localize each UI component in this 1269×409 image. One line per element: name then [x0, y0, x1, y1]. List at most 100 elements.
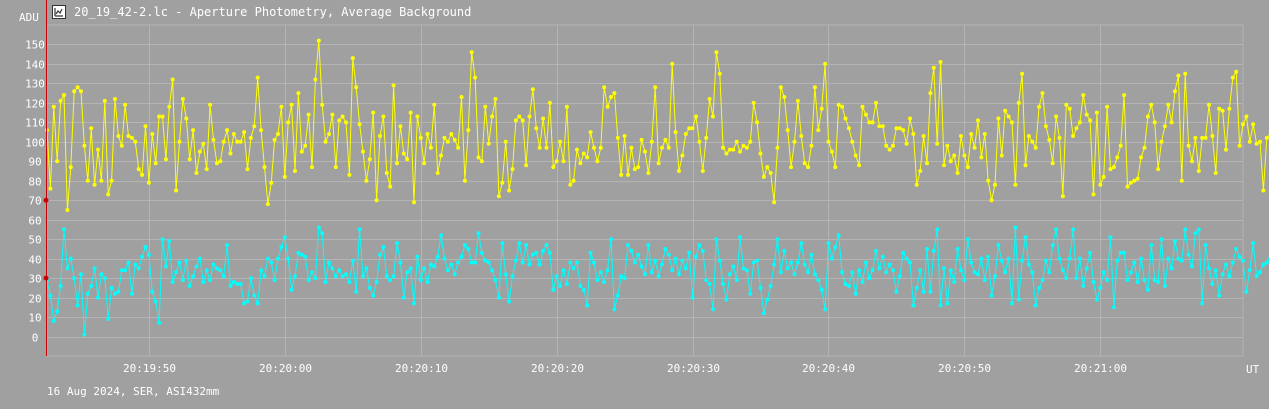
data-point	[1173, 239, 1177, 244]
data-point	[388, 278, 393, 283]
data-point	[214, 161, 219, 166]
data-point	[187, 283, 192, 288]
data-point	[459, 254, 464, 259]
axis-marker[interactable]	[43, 197, 49, 203]
data-point	[982, 278, 987, 283]
data-point	[398, 124, 403, 129]
y-axis	[43, 0, 49, 356]
data-point	[262, 165, 267, 170]
data-point	[493, 278, 498, 283]
data-point	[1149, 102, 1154, 107]
data-point	[568, 182, 573, 187]
data-point	[245, 299, 250, 304]
data-point	[1156, 280, 1161, 284]
data-point	[269, 180, 274, 185]
data-point	[225, 243, 230, 247]
data-point	[180, 278, 185, 283]
data-point	[959, 134, 963, 138]
x-tick-label: 20:20:00	[259, 362, 312, 375]
data-point	[945, 143, 950, 148]
data-point	[520, 260, 525, 265]
data-point	[761, 311, 766, 316]
data-point	[1088, 250, 1093, 255]
data-point	[412, 200, 416, 205]
data-point	[928, 91, 933, 96]
data-point	[1033, 303, 1038, 308]
data-point	[296, 91, 301, 96]
data-point	[167, 239, 172, 244]
data-point	[225, 128, 230, 133]
data-point	[96, 295, 100, 300]
data-point	[643, 149, 647, 154]
data-point	[517, 114, 522, 119]
data-point	[418, 135, 423, 140]
data-point	[874, 100, 878, 105]
data-point	[768, 171, 773, 175]
data-point	[99, 272, 104, 277]
data-point	[255, 75, 260, 80]
data-point	[660, 262, 664, 267]
data-point	[384, 274, 389, 279]
data-point	[286, 256, 291, 261]
data-point	[802, 262, 807, 267]
data-point	[748, 139, 753, 144]
data-point	[524, 163, 529, 168]
data-point	[316, 38, 321, 43]
data-point	[547, 250, 552, 255]
data-point	[734, 139, 739, 144]
data-point	[503, 272, 508, 277]
data-point	[829, 256, 834, 261]
data-point	[680, 258, 685, 263]
data-point	[133, 262, 138, 267]
data-point	[1003, 270, 1008, 275]
data-point	[367, 285, 372, 290]
data-point	[208, 102, 213, 107]
data-point	[816, 128, 821, 133]
observation-caption: 16 Aug 2024, SER, ASI432mm	[47, 385, 220, 398]
data-point	[1213, 171, 1218, 175]
data-point	[184, 258, 189, 263]
data-point	[381, 114, 386, 119]
data-point	[812, 272, 817, 277]
data-point	[578, 161, 583, 166]
data-point	[316, 225, 321, 230]
data-point	[887, 262, 892, 267]
data-point	[744, 268, 749, 273]
data-point	[1217, 293, 1222, 298]
data-point	[914, 182, 919, 187]
data-point	[442, 256, 447, 261]
y-tick-label: 140	[25, 59, 45, 72]
data-point	[1217, 106, 1222, 111]
data-point	[228, 283, 233, 288]
data-point	[744, 145, 749, 150]
data-point	[622, 276, 627, 281]
data-point	[1230, 75, 1235, 80]
data-point	[666, 145, 671, 150]
data-point	[609, 95, 613, 99]
x-axis-ticks: 20:19:50 20:20:00 20:20:10 20:20:20 20:20:30…	[123, 362, 1127, 375]
data-point	[877, 266, 882, 271]
data-point	[952, 153, 957, 158]
data-point	[408, 110, 413, 115]
axis-marker[interactable]	[43, 275, 49, 281]
data-point	[901, 128, 906, 133]
data-point	[857, 268, 862, 273]
data-point	[721, 145, 726, 150]
data-point	[1183, 227, 1188, 232]
data-point	[55, 309, 60, 314]
data-point	[1088, 118, 1093, 123]
data-point	[537, 262, 542, 267]
data-point	[388, 184, 393, 189]
data-point	[857, 163, 862, 168]
data-point	[1227, 274, 1232, 279]
data-point	[493, 97, 498, 101]
data-point	[867, 120, 872, 125]
chart-app-icon[interactable]	[52, 5, 66, 19]
data-point	[843, 116, 848, 121]
data-point	[846, 283, 851, 288]
data-point	[445, 268, 450, 273]
data-point	[323, 139, 328, 144]
data-point	[850, 270, 855, 275]
data-point	[1077, 120, 1082, 125]
data-point	[619, 274, 624, 279]
